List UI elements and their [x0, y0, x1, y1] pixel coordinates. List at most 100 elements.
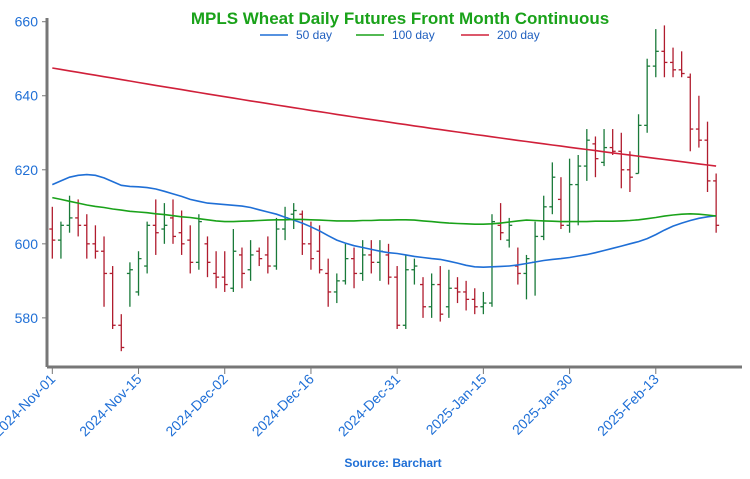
ohlc-bar — [566, 158, 573, 233]
ma-100-day-line — [52, 196, 717, 225]
ohlc-bar — [256, 247, 263, 267]
ohlc-bar — [437, 266, 444, 322]
legend: 50 day 100 day 200 day — [260, 28, 540, 42]
x-tick-label: 2024-Dec-02 — [162, 371, 231, 440]
ohlc-bar — [238, 247, 245, 289]
legend-label-200-day: 200 day — [497, 28, 540, 42]
ohlc-bar — [299, 210, 306, 255]
x-tick-label: 2024-Dec-31 — [335, 371, 404, 440]
ohlc-bar — [695, 95, 702, 148]
ohlc-bar — [523, 254, 530, 300]
ohlc-bar — [290, 203, 297, 230]
ohlc-bar — [514, 247, 521, 285]
ohlc-bar — [204, 236, 211, 278]
x-tick-label: 2024-Nov-01 — [0, 371, 59, 440]
ohlc-bar — [83, 214, 90, 259]
ohlc-bar — [342, 243, 349, 285]
x-tick-label: 2025-Jan-15 — [423, 371, 490, 438]
ohlc-bar — [428, 273, 435, 318]
ohlc-bar — [221, 251, 228, 292]
ohlc-bar — [187, 225, 194, 274]
ohlc-bar — [316, 225, 323, 274]
ohlc-bar — [75, 199, 82, 237]
source-note: Source: Barchart — [344, 456, 441, 470]
ohlc-bar — [152, 199, 159, 255]
ohlc-bar — [178, 210, 185, 255]
ohlc-bar — [333, 273, 340, 304]
ohlc-bar — [497, 203, 504, 241]
ohlc-bar — [540, 195, 547, 241]
y-tick-label: 580 — [15, 310, 39, 326]
ohlc-bar — [230, 229, 237, 292]
ohlc-bar — [549, 162, 556, 215]
y-tick-label: 620 — [15, 162, 39, 178]
ohlc-bar — [661, 25, 668, 78]
ohlc-bar — [161, 203, 168, 244]
ohlc-bar — [273, 217, 280, 270]
ohlc-bar — [592, 136, 599, 178]
ohlc-bar — [626, 151, 633, 192]
ohlc-bar — [376, 240, 383, 281]
ohlc-bar — [445, 269, 452, 318]
ohlc-bar — [368, 240, 375, 274]
x-tick-label: 2024-Nov-15 — [76, 371, 145, 440]
ohlc-bar — [583, 129, 590, 181]
ohlc-bar — [454, 277, 461, 304]
ohlc-bar — [532, 221, 539, 296]
ohlc-bar — [713, 173, 720, 233]
ohlc-bar — [704, 121, 711, 192]
ohlc-bar — [652, 29, 659, 78]
ohlc-bar — [282, 206, 289, 241]
ohlc-bar — [126, 262, 133, 307]
ohlc-bar — [57, 221, 64, 259]
x-tick-label: 2025-Feb-13 — [594, 371, 662, 439]
x-tick-label: 2025-Jan-30 — [509, 371, 576, 438]
ohlc-bar — [609, 129, 616, 155]
ohlc-bar — [264, 236, 271, 274]
moving-average-lines — [51, 67, 717, 269]
ohlc-bar — [420, 277, 427, 318]
ohlc-bar — [170, 199, 177, 244]
axes — [45, 18, 742, 369]
ohlc-bar — [575, 154, 582, 226]
ohlc-bar — [101, 236, 108, 307]
y-tick-label: 640 — [15, 88, 39, 104]
ohlc-bar — [109, 266, 116, 329]
ohlc-bar — [480, 291, 487, 315]
ohlc-bar — [307, 221, 314, 270]
ohlc-bar — [670, 47, 677, 78]
ohlc-bar — [351, 247, 358, 289]
ohlc-bar — [618, 132, 625, 189]
ohlc-bar — [678, 51, 685, 78]
y-tick-label: 600 — [15, 236, 39, 252]
ohlc-bar — [601, 129, 608, 167]
y-tick-label: 660 — [15, 14, 39, 30]
ma-50-day-line — [51, 173, 717, 269]
ma-200-day-line — [52, 67, 717, 167]
ohlc-bar — [488, 214, 495, 307]
ohlc-bar — [92, 225, 99, 259]
ohlc-bar — [144, 221, 151, 274]
legend-label-100-day: 100 day — [392, 28, 435, 42]
ohlc-bar — [118, 314, 125, 352]
ohlc-bar — [411, 258, 418, 285]
ohlc-bar — [247, 240, 254, 281]
ohlc-bar — [359, 240, 366, 281]
legend-label-50-day: 50 day — [296, 28, 332, 42]
ohlc-bar — [195, 214, 202, 270]
ohlc-bar — [644, 58, 651, 133]
ohlc-bar — [687, 73, 694, 152]
ohlc-bar — [49, 206, 56, 259]
ohlc-bar — [135, 251, 142, 296]
x-tick-label: 2024-Dec-16 — [249, 371, 318, 440]
ohlc-bar — [394, 266, 401, 329]
ohlc-bar — [325, 258, 332, 307]
ohlc-bar — [385, 243, 392, 285]
ohlc-bar — [557, 177, 564, 230]
chart-title: MPLS Wheat Daily Futures Front Month Con… — [191, 9, 609, 28]
y-axis-ticks: 580 600 620 640 660 — [15, 14, 47, 326]
ohlc-bar — [213, 251, 220, 289]
ohlc-bar — [463, 280, 470, 311]
ohlc-bar — [471, 288, 478, 315]
